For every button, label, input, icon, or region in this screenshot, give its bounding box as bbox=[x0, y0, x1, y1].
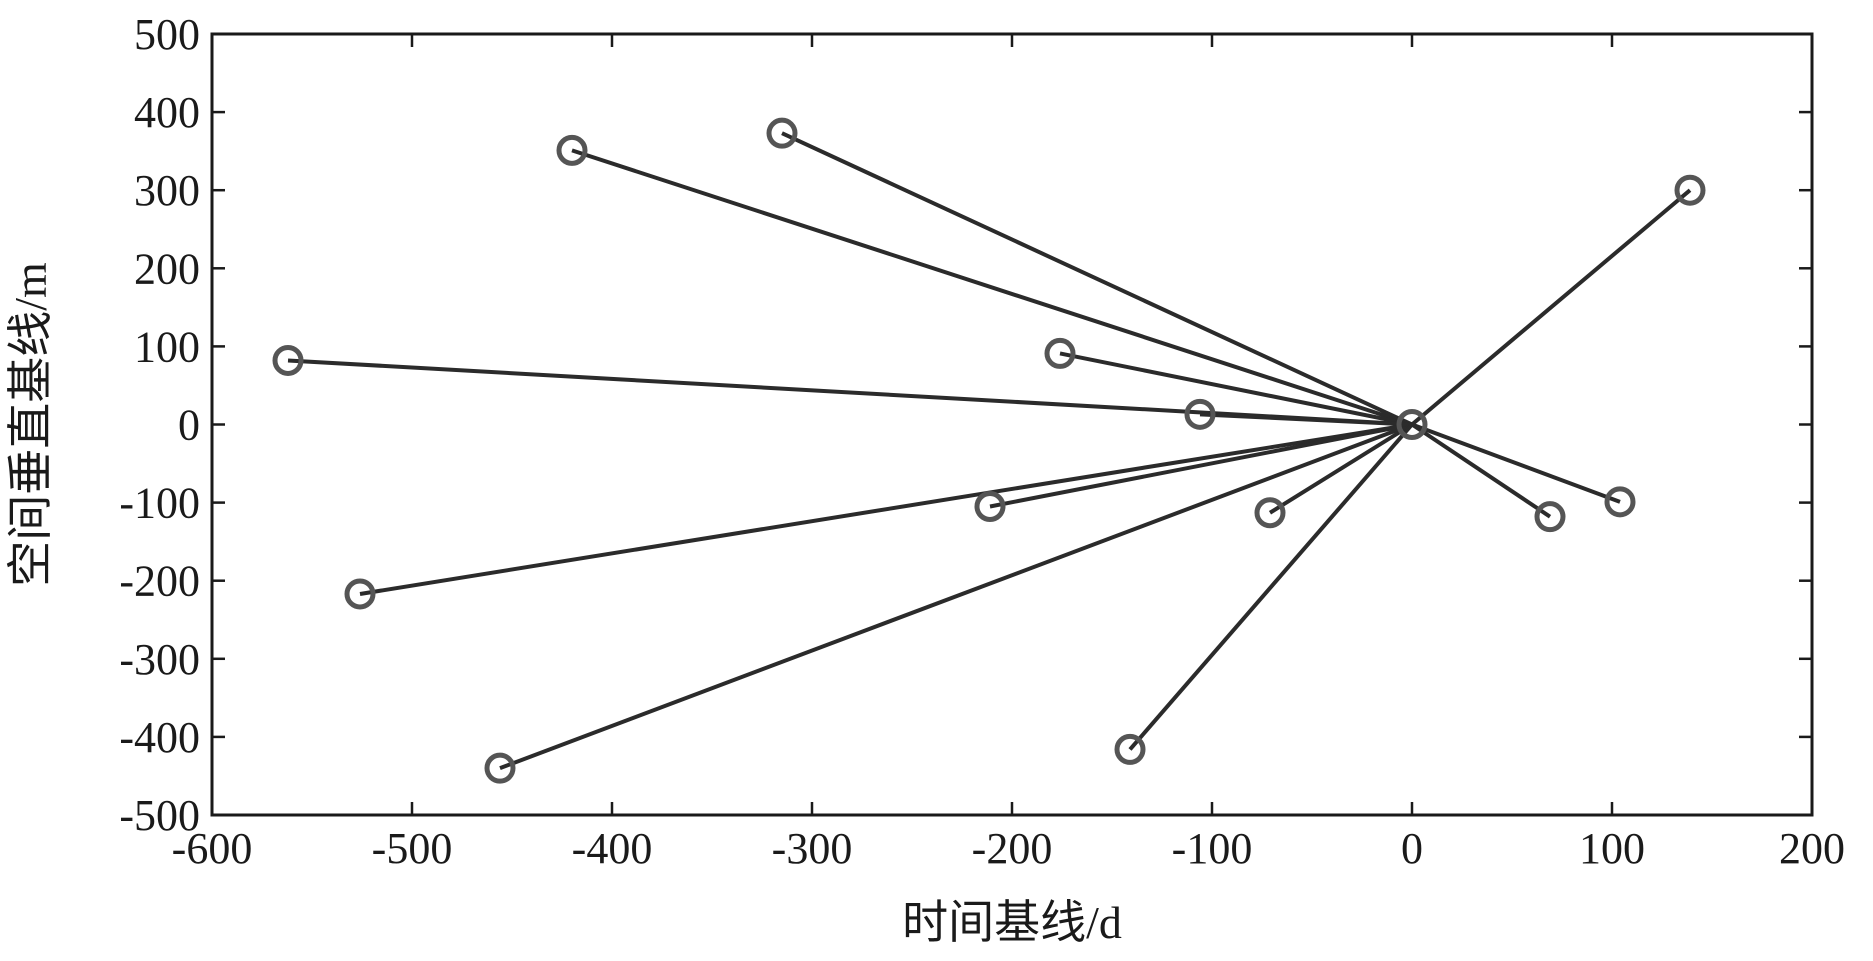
y-tick-label: -200 bbox=[119, 557, 200, 606]
baseline-lines bbox=[287, 131, 1692, 771]
x-axis-title: 时间基线/d bbox=[902, 897, 1122, 948]
master-image-point bbox=[1396, 409, 1428, 440]
x-tick-label: -200 bbox=[972, 824, 1053, 873]
baseline-line bbox=[1128, 423, 1414, 751]
y-axis-title: 空间垂直基线/m bbox=[5, 262, 56, 587]
baseline-line bbox=[1268, 422, 1414, 515]
acquisition-point bbox=[1184, 398, 1216, 430]
y-tick-label: 0 bbox=[178, 401, 200, 450]
baseline-line bbox=[1199, 412, 1413, 427]
y-tick-label: -500 bbox=[119, 791, 200, 840]
baseline-line bbox=[571, 148, 1413, 427]
acquisition-point bbox=[974, 491, 1006, 523]
ticks-layer: -600 -500 -400 -300 -200 -100 0 100 200-500-400-… bbox=[119, 10, 1845, 873]
y-tick-label: 400 bbox=[134, 88, 200, 137]
baseline-line bbox=[499, 422, 1413, 771]
x-tick-label: -300 bbox=[772, 824, 853, 873]
baseline-line bbox=[1411, 422, 1621, 504]
acquisition-point bbox=[1254, 497, 1286, 529]
acquisition-point bbox=[344, 578, 376, 610]
acquisition-point bbox=[1114, 733, 1146, 765]
acquisition-point bbox=[1604, 486, 1636, 518]
acquisition-point bbox=[1674, 174, 1706, 206]
acquisition-point bbox=[1534, 501, 1566, 533]
acquisition-point bbox=[1044, 337, 1076, 369]
acquisition-points bbox=[272, 117, 1706, 784]
y-tick-label: 100 bbox=[134, 322, 200, 371]
acquisition-point bbox=[766, 117, 798, 149]
baseline-line bbox=[1410, 422, 1552, 519]
baseline-line bbox=[1059, 351, 1413, 427]
x-tick-label: -600 bbox=[172, 824, 253, 873]
y-tick-label: -400 bbox=[119, 713, 200, 762]
y-tick-label: -100 bbox=[119, 479, 200, 528]
x-tick-label: -500 bbox=[372, 824, 453, 873]
acquisition-point bbox=[272, 344, 304, 376]
x-tick-label: 100 bbox=[1579, 824, 1645, 873]
x-tick-label: 200 bbox=[1779, 824, 1845, 873]
acquisition-point bbox=[556, 134, 588, 166]
baseline-line bbox=[359, 422, 1413, 596]
y-tick-label: 300 bbox=[134, 166, 200, 215]
baseline-line bbox=[781, 131, 1413, 427]
x-tick-label: -400 bbox=[572, 824, 653, 873]
y-tick-label: -300 bbox=[119, 635, 200, 684]
y-tick-label: 200 bbox=[134, 244, 200, 293]
baseline-line bbox=[1410, 188, 1692, 427]
acquisition-point bbox=[484, 752, 516, 784]
y-tick-label: 500 bbox=[134, 10, 200, 59]
x-tick-label: 0 bbox=[1401, 824, 1423, 873]
baseline-line bbox=[989, 422, 1413, 509]
plot-frame bbox=[210, 32, 1814, 817]
x-tick-label: -100 bbox=[1172, 824, 1253, 873]
